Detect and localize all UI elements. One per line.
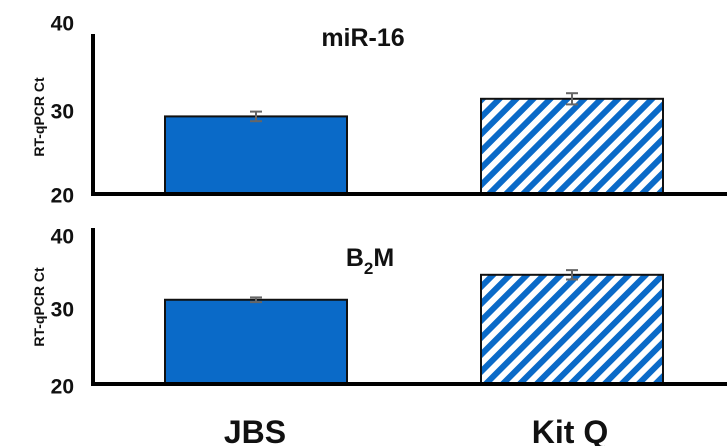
panel2-tick-label-40: 40	[51, 226, 74, 249]
panel1-bars	[164, 92, 664, 195]
panel2-y-axis-label: RT-qPCR Ct	[31, 267, 47, 347]
panel2-tick-label-30: 30	[51, 299, 74, 322]
panel1-y-ticks: 20 30 40	[51, 13, 74, 208]
panel2-bar-jbs	[164, 298, 348, 386]
panel2-tick-label-20: 20	[51, 376, 74, 399]
panel1-y-axis-label: RT-qPCR Ct	[31, 77, 47, 157]
panel-mir16: RT-qPCR Ct miR-16 20 30 40	[31, 13, 727, 208]
panel-b2m: RT-qPCR Ct B2M 20 30 40	[31, 226, 727, 399]
panel1-bar-jbs	[164, 115, 348, 195]
category-label-jbs: JBS	[224, 414, 286, 446]
panel2-title-end: M	[373, 244, 394, 272]
panel1-tick-label-20: 20	[51, 185, 74, 208]
category-label-kitq: Kit Q	[532, 414, 608, 446]
panel1-tick-label-40: 40	[51, 13, 74, 36]
panel1-tick-label-30: 30	[51, 101, 74, 124]
panel2-title: B2M	[346, 244, 394, 278]
panel2-y-ticks: 20 30 40	[51, 226, 74, 399]
panel2-title-subscript: 2	[364, 259, 373, 278]
panel1-bar-kit-q	[480, 97, 664, 195]
panel2-bar-kit-q	[480, 273, 664, 385]
panel2-bars	[164, 269, 664, 386]
panel2-title-main: B	[346, 244, 364, 272]
panel1-title: miR-16	[321, 24, 404, 52]
